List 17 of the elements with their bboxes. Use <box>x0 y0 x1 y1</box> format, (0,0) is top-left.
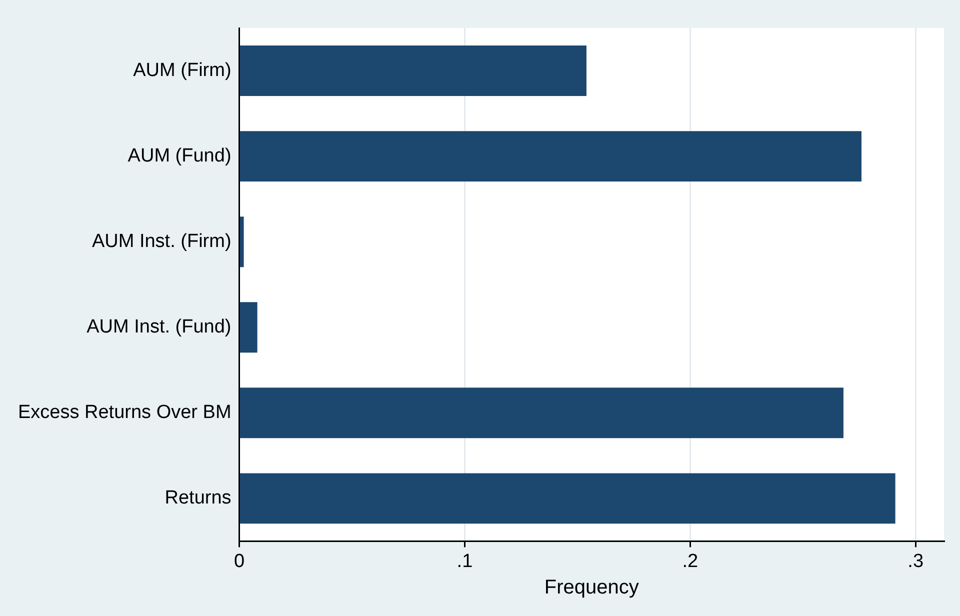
bar <box>240 302 258 353</box>
bar <box>240 131 862 182</box>
y-tick-label: AUM Inst. (Firm) <box>92 231 232 252</box>
y-tick-label: AUM (Fund) <box>128 146 232 167</box>
bar <box>240 473 896 524</box>
y-tick-label: Excess Returns Over BM <box>18 402 232 424</box>
x-tick-label: .3 <box>908 550 924 572</box>
x-tick-label: 0 <box>234 550 245 572</box>
y-tick-label: Returns <box>164 488 232 509</box>
x-axis-title: Frequency <box>544 576 639 599</box>
y-tick-label: AUM Inst. (Fund) <box>86 316 232 338</box>
bar <box>240 46 586 96</box>
x-tick-label: .1 <box>456 550 473 572</box>
x-tick-label: .2 <box>682 550 698 572</box>
bar <box>240 216 244 268</box>
y-tick-label: AUM (Firm) <box>133 60 232 81</box>
bar <box>240 388 844 438</box>
